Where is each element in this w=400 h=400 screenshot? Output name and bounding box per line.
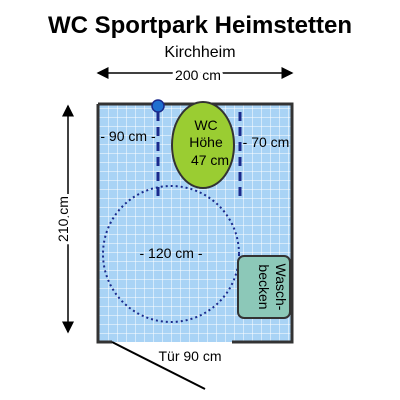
door-label: Tür 90 cm [158,348,221,364]
wc-height-value: 47 cm [191,152,229,168]
wc-height-label: Höhe [189,134,223,150]
turning-circle-label: - 120 cm - [139,245,202,261]
width-label: 200 cm [175,67,221,83]
height-label: 210 cm [55,196,71,242]
door-swing-line [111,341,206,390]
page-subtitle: Kirchheim [164,44,236,61]
sink-label-line1: Wasch- [273,264,289,311]
wc-toilet [171,101,235,189]
page-title: WC Sportpark Heimstetten [47,12,353,39]
wc-label: WC [194,117,217,133]
sink [237,255,291,319]
sink-label-line2: becken [256,264,272,309]
right-clearance-label: - 70 cm [243,134,290,150]
left-clearance-label: - 90 cm - [100,128,156,144]
marker-dot [151,99,165,113]
turning-circle [102,185,240,323]
